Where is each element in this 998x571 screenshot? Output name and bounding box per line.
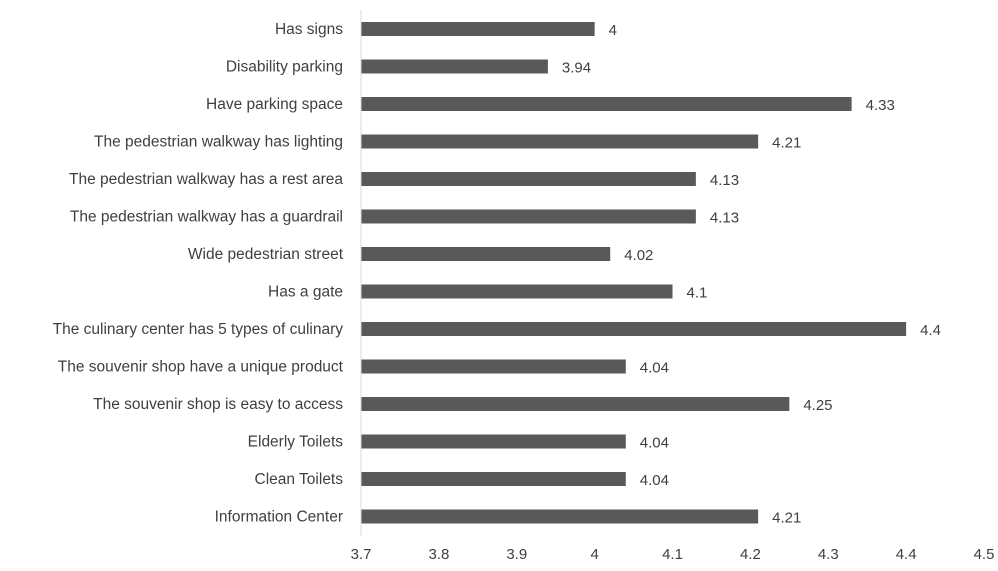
category-label: Information Center [215,509,343,526]
category-label: Elderly Toilets [248,434,344,451]
bar [361,209,696,224]
bar [361,22,595,36]
category-label: The pedestrian walkway has lighting [94,134,343,151]
bar [361,509,759,524]
category-labels: Has signs Disability parking Have parking … [53,21,344,526]
bar [361,134,759,149]
value-label: 4.04 [640,360,669,377]
x-tick-label: 3.8 [428,546,449,563]
category-label: The pedestrian walkway has a rest area [69,171,343,188]
bar [361,472,626,486]
value-label: 4.21 [772,510,801,527]
bar [361,247,611,261]
category-label: Has signs [275,21,343,38]
x-tick-label: 3.7 [351,546,372,563]
x-tick-label: 4.5 [974,546,995,563]
axis-layer: 3.7 3.8 3.9 4 4.1 4.2 4.3 4.4 4.5 [351,10,995,563]
category-label: The souvenir shop is easy to access [93,396,343,413]
bar [361,284,673,299]
value-labels: 4 3.94 4.33 4.21 4.13 4.13 4.02 4.1 4.4 4.04 4.25 4… [562,22,941,527]
value-label: 4.04 [640,472,669,489]
bar [361,172,696,186]
bar [361,397,790,411]
value-label: 4.21 [772,135,801,152]
value-label: 4.13 [710,210,739,227]
value-label: 4.1 [687,285,708,302]
category-label: Disability parking [226,59,343,76]
x-tick-label: 4.3 [818,546,839,563]
x-tick-label: 3.9 [506,546,527,563]
value-label: 4.04 [640,435,669,452]
bar [361,97,852,111]
bar [361,59,548,74]
category-label: Wide pedestrian street [188,246,344,263]
value-label: 4.4 [920,322,941,339]
x-tick-label: 4.4 [896,546,917,563]
value-label: 4 [609,22,617,39]
bar [361,359,626,374]
category-label: The pedestrian walkway has a guardrail [70,209,343,226]
value-label: 4.25 [803,397,832,414]
bar [361,434,626,449]
category-label: Have parking space [206,96,343,113]
x-tick-label: 4 [590,546,598,563]
bar [361,322,907,336]
value-label: 4.02 [624,247,653,264]
value-label: 4.33 [866,97,895,114]
bars-layer [361,22,907,524]
category-label: The souvenir shop have a unique product [58,359,344,376]
category-label: Clean Toilets [255,471,344,488]
category-label: The culinary center has 5 types of culin… [53,321,344,338]
x-tick-label: 4.1 [662,546,683,563]
x-tick-label: 4.2 [740,546,761,563]
value-label: 4.13 [710,172,739,189]
value-label: 3.94 [562,60,591,77]
category-label: Has a gate [268,284,343,301]
